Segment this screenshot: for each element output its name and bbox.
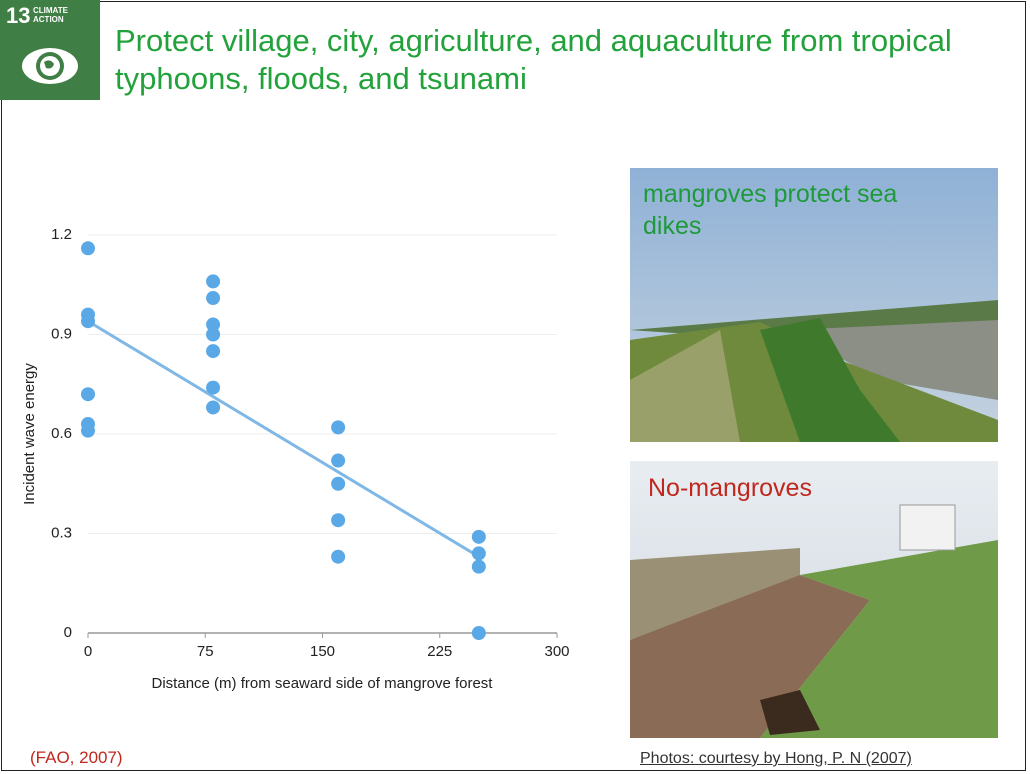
x-tick-label: 150	[310, 643, 335, 660]
photo-credit: Photos: courtesy by Hong, P. N (2007)	[640, 750, 912, 768]
point	[206, 344, 220, 358]
slide: 13 CLIMATE ACTION Protect village, city,…	[0, 0, 1030, 774]
point	[81, 314, 95, 328]
point	[206, 274, 220, 288]
y-tick-label: 0.6	[51, 425, 72, 442]
y-tick-label: 0.3	[51, 524, 72, 541]
point	[206, 328, 220, 342]
point	[472, 626, 486, 640]
point	[472, 546, 486, 560]
point	[331, 420, 345, 434]
x-tick-label: 300	[544, 643, 569, 660]
point	[206, 291, 220, 305]
y-axis-label: Incident wave energy	[21, 363, 38, 505]
chart: Distance (m) from seaward side of mangro…	[0, 0, 620, 720]
x-tick-label: 75	[197, 643, 214, 660]
y-tick-label: 0	[64, 624, 72, 641]
point	[206, 381, 220, 395]
source: (FAO, 2007)	[30, 748, 123, 768]
x-tick-label: 225	[427, 643, 452, 660]
x-axis-label: Distance (m) from seaward side of mangro…	[152, 675, 494, 692]
point	[331, 513, 345, 527]
photo-caption: mangroves protect sea dikes	[643, 178, 943, 242]
point	[81, 241, 95, 255]
y-tick-label: 0.9	[51, 325, 72, 342]
point	[81, 424, 95, 438]
point	[81, 387, 95, 401]
point	[331, 454, 345, 468]
trendline	[88, 321, 479, 556]
point	[331, 550, 345, 564]
point	[472, 530, 486, 544]
x-tick-label: 0	[84, 643, 92, 660]
photo-caption: No-mangroves	[648, 472, 812, 504]
point	[472, 560, 486, 574]
y-tick-label: 1.2	[51, 226, 72, 243]
point	[331, 477, 345, 491]
point	[206, 400, 220, 414]
